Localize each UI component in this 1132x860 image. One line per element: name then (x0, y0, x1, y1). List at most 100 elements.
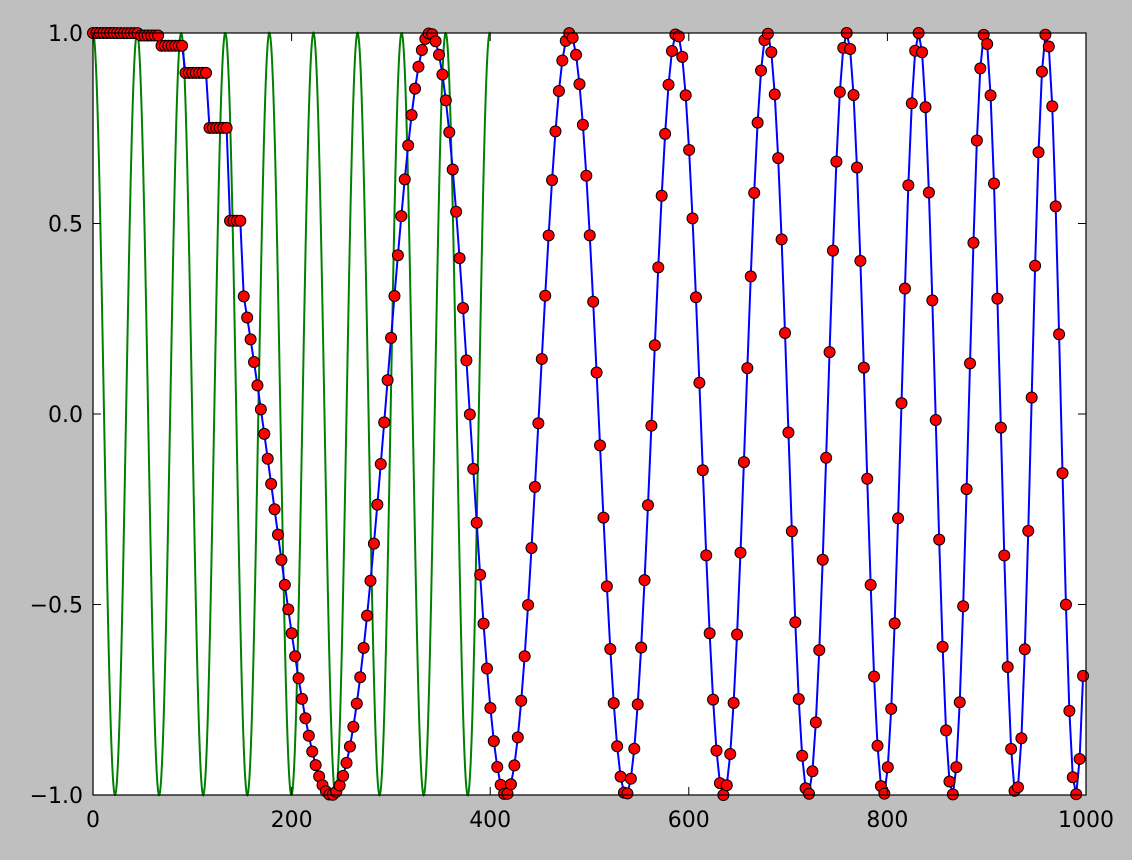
data-point-marker (1042, 40, 1055, 53)
data-point-marker (272, 528, 284, 541)
data-point-marker (929, 414, 942, 427)
data-point-marker (724, 748, 737, 761)
data-point-marker (518, 650, 531, 663)
data-point-marker (803, 787, 815, 800)
data-point-marker (361, 609, 374, 622)
data-point-marker (919, 101, 932, 114)
data-point-marker (731, 628, 744, 641)
data-point-marker (388, 290, 401, 303)
data-point-marker (970, 134, 983, 147)
data-point-marker (1073, 752, 1086, 765)
data-point-marker (480, 662, 493, 675)
data-point-marker (261, 452, 274, 465)
data-point-marker (943, 775, 956, 788)
data-point-marker (1070, 788, 1083, 801)
data-point-marker (265, 477, 278, 490)
data-point-marker (450, 205, 463, 218)
data-point-marker (662, 78, 675, 91)
data-point-marker (734, 546, 747, 559)
data-point-marker (772, 152, 785, 165)
data-point-marker (895, 397, 908, 410)
data-point-marker (587, 295, 600, 308)
x-axis: 0 200 400 600 800 1000 (86, 33, 1114, 833)
data-point-marker (241, 311, 254, 324)
data-point-marker (652, 261, 665, 274)
data-point-marker (916, 46, 929, 59)
data-point-marker (655, 189, 668, 202)
data-point-marker (988, 177, 1000, 190)
data-point-marker (624, 772, 637, 785)
data-point-marker (727, 696, 740, 709)
data-point-marker (374, 458, 387, 471)
data-point-marker (254, 403, 267, 416)
data-point-marker (981, 37, 994, 50)
data-point-marker (809, 716, 822, 729)
data-point-marker (470, 516, 483, 529)
data-point-marker (782, 426, 795, 439)
data-point-marker (905, 97, 918, 110)
data-point-marker (343, 740, 356, 753)
data-point-marker (570, 48, 583, 61)
data-point-marker (1005, 742, 1018, 755)
data-point-marker (385, 331, 398, 344)
data-point-marker (635, 641, 648, 654)
data-point-marker (755, 64, 768, 77)
data-point-marker (826, 244, 839, 257)
y-tick-label: 0.0 (48, 403, 83, 428)
data-point-marker (295, 692, 308, 705)
data-point-marker (1077, 669, 1090, 682)
data-point-marker (491, 761, 504, 774)
data-point-marker (1032, 146, 1045, 159)
data-point-marker (412, 60, 425, 73)
data-point-marker (460, 354, 473, 367)
x-tick-label: 400 (469, 808, 511, 833)
data-point-marker (665, 44, 678, 57)
data-point-marker (515, 694, 528, 707)
data-point-marker (539, 289, 552, 302)
data-point-marker (597, 511, 610, 524)
data-point-marker (456, 302, 469, 314)
data-point-marker (679, 89, 692, 102)
data-point-marker (850, 161, 863, 174)
data-point-marker (439, 94, 452, 107)
data-point-marker (1018, 643, 1031, 656)
data-point-marker (672, 30, 685, 43)
data-point-marker (1035, 65, 1048, 78)
data-point-marker (1011, 781, 1024, 794)
data-point-marker (415, 44, 428, 57)
data-point-marker (806, 765, 819, 778)
data-point-marker (268, 503, 281, 516)
data-point-marker (607, 697, 620, 710)
data-point-marker (522, 598, 535, 611)
data-point-marker (278, 578, 291, 591)
x-tick-label: 0 (86, 808, 100, 833)
data-point-marker (823, 346, 836, 359)
data-point-marker (433, 48, 446, 61)
data-point-marker (594, 439, 607, 452)
data-point-marker (861, 472, 874, 485)
data-point-marker (785, 525, 798, 538)
data-point-marker (347, 720, 360, 733)
data-point-marker (508, 759, 521, 772)
data-point-marker (340, 756, 353, 769)
data-point-marker (614, 770, 627, 783)
x-tick-label: 200 (271, 808, 313, 833)
data-point-marker (282, 603, 295, 616)
data-point-marker (748, 186, 761, 199)
data-point-marker (946, 788, 959, 801)
data-point-marker (446, 163, 459, 176)
data-point-marker (611, 740, 624, 753)
data-point-marker (583, 229, 596, 242)
data-point-marker (292, 672, 305, 685)
data-point-marker (857, 361, 870, 374)
data-point-marker (535, 352, 548, 365)
data-point-marker (244, 333, 257, 346)
data-point-marker (367, 537, 380, 550)
data-point-marker (474, 568, 487, 581)
data-point-marker (761, 27, 774, 40)
data-point-marker (683, 143, 696, 156)
data-point-marker (566, 31, 579, 44)
data-point-marker (364, 574, 377, 587)
data-point-marker (744, 270, 757, 283)
